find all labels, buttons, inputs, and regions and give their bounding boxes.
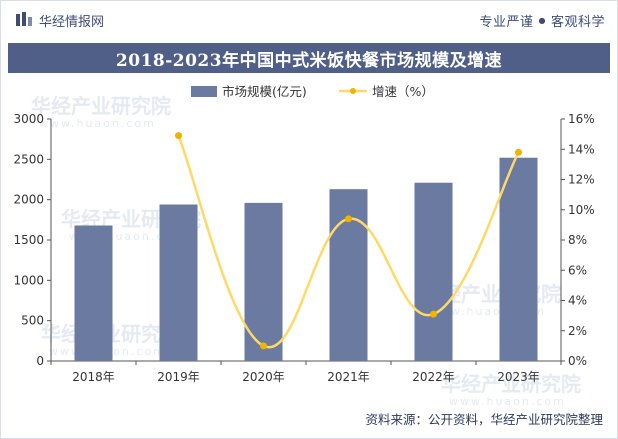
x-tick-label: 2018年	[72, 370, 115, 384]
legend-swatch-bar	[191, 86, 217, 97]
x-tick-label: 2019年	[157, 370, 200, 384]
y-left-tick-label: 1000	[13, 273, 44, 287]
slogan: 专业严谨 ● 客观科学	[479, 11, 605, 30]
legend: 市场规模(亿元) 增速（%）	[191, 84, 434, 99]
y-right-tick-label: 12%	[568, 173, 595, 187]
watermark-text: 华经产业研究院	[31, 94, 171, 118]
bar	[414, 182, 453, 361]
slogan-separator: ●	[538, 15, 546, 25]
growth-point	[515, 148, 522, 156]
watermark-text: 华经产业研究院	[441, 372, 581, 396]
x-tick-label: 2021年	[327, 370, 370, 384]
line-series	[175, 132, 522, 350]
growth-point	[260, 342, 267, 350]
bar	[499, 157, 538, 361]
bar	[244, 202, 283, 361]
y-right-tick-label: 8%	[568, 233, 587, 247]
x-tick-label: 2020年	[242, 370, 285, 384]
bar-series	[74, 157, 538, 361]
watermark-url: www.huaon.com	[39, 117, 156, 130]
slogan-right: 客观科学	[550, 14, 605, 30]
legend-marker	[350, 88, 356, 94]
x-tick-label: 2022年	[412, 370, 455, 384]
y-left-tick-label: 1500	[13, 233, 44, 247]
x-tick-label: 2023年	[497, 370, 540, 384]
source-text: 资料来源：公开资料，华经产业研究院整理	[365, 412, 603, 427]
y-left-tick-label: 0	[36, 354, 44, 368]
brand-logo-icon	[16, 12, 32, 26]
y-right-tick-label: 4%	[568, 294, 587, 308]
bar	[74, 225, 113, 361]
growth-line	[177, 135, 520, 349]
y-right-tick-label: 2%	[568, 324, 587, 338]
slogan-left: 专业严谨	[479, 14, 534, 30]
brand-name: 华经情报网	[39, 14, 105, 30]
y-right-tick-label: 0%	[568, 354, 587, 368]
y-left-tick-label: 500	[21, 314, 44, 328]
title-bar: 2018-2023年中国中式米饭快餐市场规模及增速	[8, 43, 610, 73]
y-left-tick-label: 2000	[13, 193, 44, 207]
y-right-tick-label: 6%	[568, 263, 587, 277]
watermark-url: www.huaon.com	[449, 395, 566, 408]
bar	[329, 189, 368, 361]
y-right-tick-label: 14%	[568, 142, 595, 156]
growth-point	[175, 132, 182, 140]
bar	[159, 204, 198, 361]
legend-label-line: 增速（%）	[372, 84, 434, 99]
axes: 0 500 1000 1500 2000 2500 3000 0% 2% 4% 6% 8% 10% 12%…	[13, 112, 594, 384]
y-left-tick-label: 2500	[13, 152, 44, 166]
y-left-tick-label: 3000	[13, 112, 44, 126]
header: 华经情报网 专业严谨 ● 客观科学	[1, 1, 617, 39]
brand: 华经情报网	[15, 11, 104, 30]
chart-title: 2018-2023年中国中式米饭快餐市场规模及增速	[115, 50, 503, 71]
y-right-tick-label: 10%	[568, 203, 595, 217]
growth-point	[430, 310, 437, 318]
legend-label-bar: 市场规模(亿元)	[222, 84, 307, 99]
y-right-tick-label: 16%	[568, 112, 595, 126]
growth-point	[345, 215, 352, 223]
